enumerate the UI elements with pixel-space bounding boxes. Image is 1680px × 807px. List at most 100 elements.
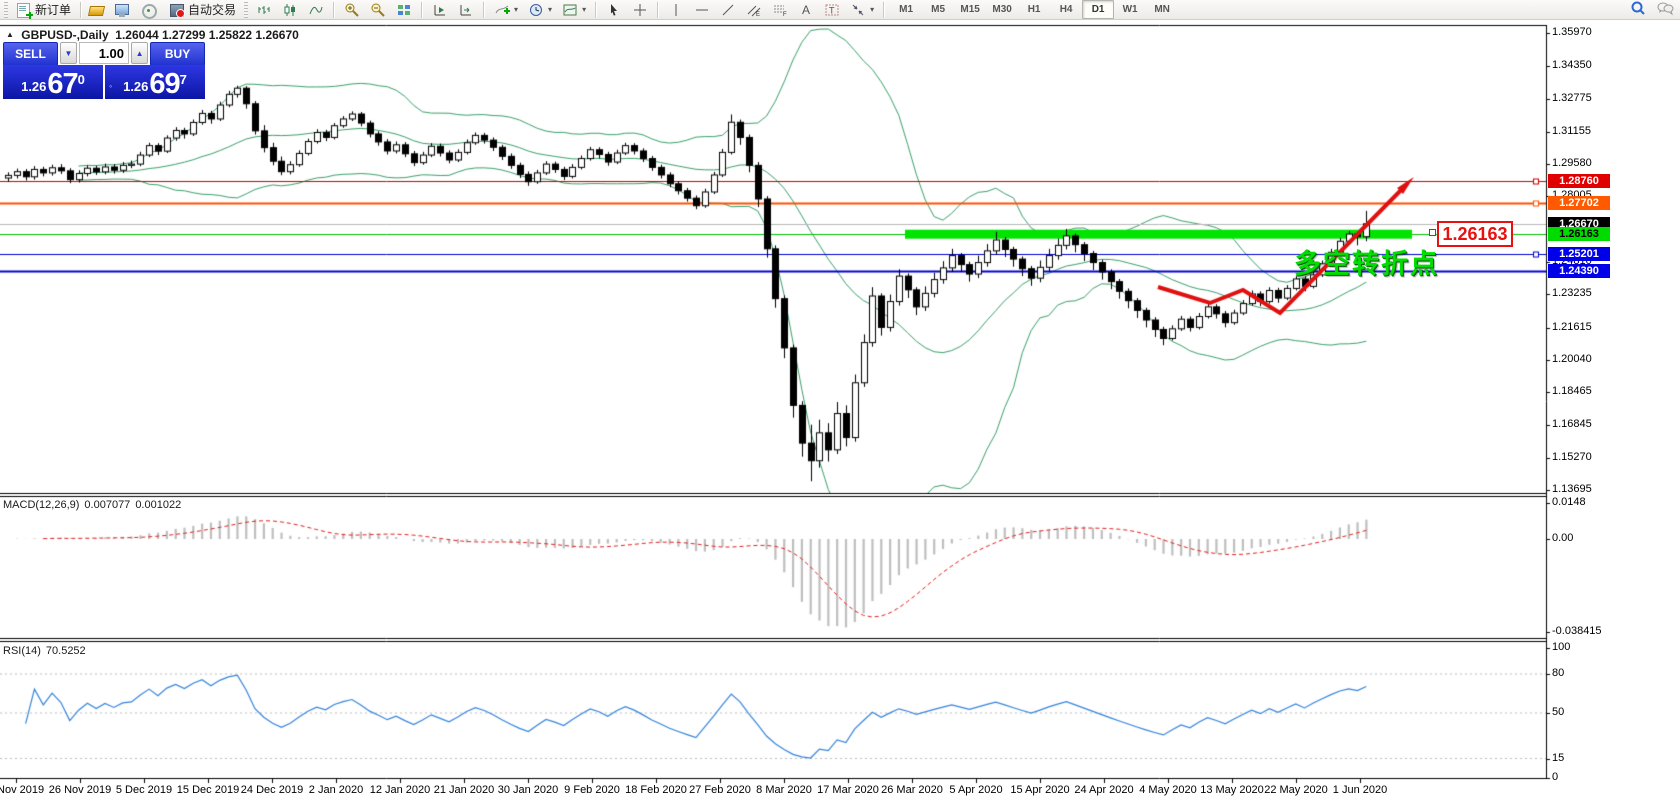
rsi-value: 70.5252 xyxy=(45,645,86,657)
trendline-icon[interactable] xyxy=(716,1,740,19)
timeframe-w1[interactable]: W1 xyxy=(1122,4,1138,15)
date-label: 18 Feb 2020 xyxy=(625,784,687,796)
date-label: 15 Dec 2019 xyxy=(176,784,240,796)
fibonacci-icon[interactable]: F xyxy=(768,1,792,19)
auto-trading-button[interactable]: 自动交易 xyxy=(165,0,240,20)
date-label: 24 Dec 2019 xyxy=(240,784,304,796)
toolbar-separator xyxy=(483,1,486,18)
timeframe-mn[interactable]: MN xyxy=(1154,4,1170,15)
arrows-tool-button[interactable]: ▾ xyxy=(846,0,878,20)
symbol-header: ▲ GBPUSD-,Daily 1.26044 1.27299 1.25822 … xyxy=(6,28,299,42)
sell-price-display[interactable]: 1.26 67 0 xyxy=(3,65,103,99)
date-label: 7 Nov 2019 xyxy=(0,784,45,796)
periods-button[interactable]: ▾ xyxy=(524,0,556,20)
text-label-icon[interactable]: T xyxy=(820,1,844,19)
new-order-label: 新订单 xyxy=(35,3,72,17)
macd-tick-label: 0.0148 xyxy=(1552,496,1586,508)
macd-tick-label: 0.00 xyxy=(1552,532,1574,544)
line-chart-icon[interactable] xyxy=(304,1,328,19)
auto-trading-label: 自动交易 xyxy=(188,3,237,17)
support-price-label: 1.26163 xyxy=(1437,221,1513,247)
buy-price-sup: 7 xyxy=(179,72,187,87)
price-tick-label: 1.13695 xyxy=(1552,482,1592,495)
rsi-tick-label: 0 xyxy=(1552,771,1559,783)
buy-price-display[interactable]: ◦ 1.26 69 7 xyxy=(105,65,205,99)
timeframe-h4[interactable]: H4 xyxy=(1059,4,1073,15)
candlestick-chart-icon[interactable] xyxy=(278,1,302,19)
price-tick-label: 1.21615 xyxy=(1552,320,1592,333)
toolbar: 新订单 自动交易 ▾ xyxy=(0,0,1680,20)
toolbar-right xyxy=(1630,1,1674,19)
data-window-icon[interactable] xyxy=(113,1,137,19)
symbol-name: GBPUSD-,Daily xyxy=(21,28,109,42)
collapse-arrow-icon[interactable]: ▲ xyxy=(6,30,14,39)
dropdown-arrow-icon: ▾ xyxy=(582,5,587,14)
tile-windows-icon[interactable] xyxy=(392,1,416,19)
zoom-in-icon[interactable] xyxy=(340,1,364,19)
signals-icon[interactable] xyxy=(139,1,163,19)
date-label: 12 Jan 2020 xyxy=(369,784,431,796)
date-label: 26 Nov 2019 xyxy=(48,784,112,796)
date-label: 30 Jan 2020 xyxy=(497,784,559,796)
macd-tick-label: -0.038415 xyxy=(1552,625,1602,638)
price-tick-label: 1.32775 xyxy=(1552,91,1592,104)
date-label: 15 Apr 2020 xyxy=(1010,784,1070,796)
auto-trading-icon xyxy=(169,2,186,18)
vertical-line-icon[interactable] xyxy=(664,1,688,19)
price-tag: 1.26163 xyxy=(1548,227,1610,242)
volume-down-button[interactable]: ▼ xyxy=(59,42,77,64)
cursor-icon[interactable] xyxy=(602,1,626,19)
auto-scroll-icon[interactable] xyxy=(428,1,452,19)
timeframe-h1[interactable]: H1 xyxy=(1027,4,1041,15)
chinese-annotation: 多空转折点 xyxy=(1294,249,1439,279)
buy-button[interactable]: BUY xyxy=(150,42,205,66)
search-icon[interactable] xyxy=(1630,0,1646,21)
bar-chart-icon[interactable] xyxy=(252,1,276,19)
indicators-button[interactable]: ▾ xyxy=(490,0,522,20)
text-icon[interactable]: A xyxy=(794,1,818,19)
price-tick-label: 1.34350 xyxy=(1552,59,1592,72)
dropdown-arrow-icon: ▾ xyxy=(548,5,553,14)
sell-button[interactable]: SELL xyxy=(3,42,58,66)
price-tag: 1.28760 xyxy=(1548,173,1610,188)
date-label: 24 Apr 2020 xyxy=(1074,784,1134,796)
date-label: 8 Mar 2020 xyxy=(756,784,812,796)
timeframe-m1[interactable]: M1 xyxy=(899,4,914,15)
new-order-icon xyxy=(16,2,33,19)
date-label: 5 Dec 2019 xyxy=(115,784,173,796)
horizontal-line-icon[interactable] xyxy=(690,1,714,19)
date-label: 5 Apr 2020 xyxy=(949,784,1003,796)
toolbar-grip xyxy=(244,1,249,18)
new-order-button[interactable]: 新订单 xyxy=(12,0,75,20)
one-click-trading-panel: SELL ▼ ▲ BUY 1.26 67 0 ◦ 1.26 69 7 xyxy=(3,42,205,99)
templates-button[interactable]: ▾ xyxy=(558,0,590,20)
date-label: 26 Mar 2020 xyxy=(881,784,943,796)
volume-up-button[interactable]: ▲ xyxy=(131,42,149,64)
toolbar-separator xyxy=(595,1,598,18)
toolbar-separator xyxy=(421,1,424,18)
volume-input[interactable] xyxy=(79,42,129,64)
zoom-out-icon[interactable] xyxy=(366,1,390,19)
timeframe-m15[interactable]: M15 xyxy=(960,4,980,15)
crosshair-icon[interactable] xyxy=(628,1,652,19)
timeframe-d1[interactable]: D1 xyxy=(1082,0,1115,19)
timeframe-m30[interactable]: M30 xyxy=(992,4,1012,15)
timeframe-m5[interactable]: M5 xyxy=(931,4,946,15)
date-label: 22 May 2020 xyxy=(1264,784,1328,796)
market-watch-icon[interactable] xyxy=(87,1,111,19)
chart-shift-icon[interactable] xyxy=(454,1,478,19)
dropdown-arrow-icon: ▾ xyxy=(514,5,519,14)
symbol-ohlc: 1.26044 1.27299 1.25822 1.26670 xyxy=(115,28,299,42)
equidistant-channel-icon[interactable]: E xyxy=(742,1,766,19)
chat-icon[interactable] xyxy=(1656,0,1674,21)
toolbar-separator xyxy=(657,1,660,18)
price-tick-label: 1.31155 xyxy=(1552,124,1591,137)
price-tick-label: 1.29580 xyxy=(1552,157,1592,170)
date-label: 2 Jan 2020 xyxy=(308,784,364,796)
price-tick-label: 1.35970 xyxy=(1552,26,1592,38)
price-tag: 1.25201 xyxy=(1548,246,1610,261)
price-tick-label: 1.23235 xyxy=(1552,287,1592,300)
svg-text:F: F xyxy=(783,12,787,18)
timeframe-group: M1 M5 M15 M30 H1 H4 D1 W1 MN xyxy=(890,0,1178,19)
